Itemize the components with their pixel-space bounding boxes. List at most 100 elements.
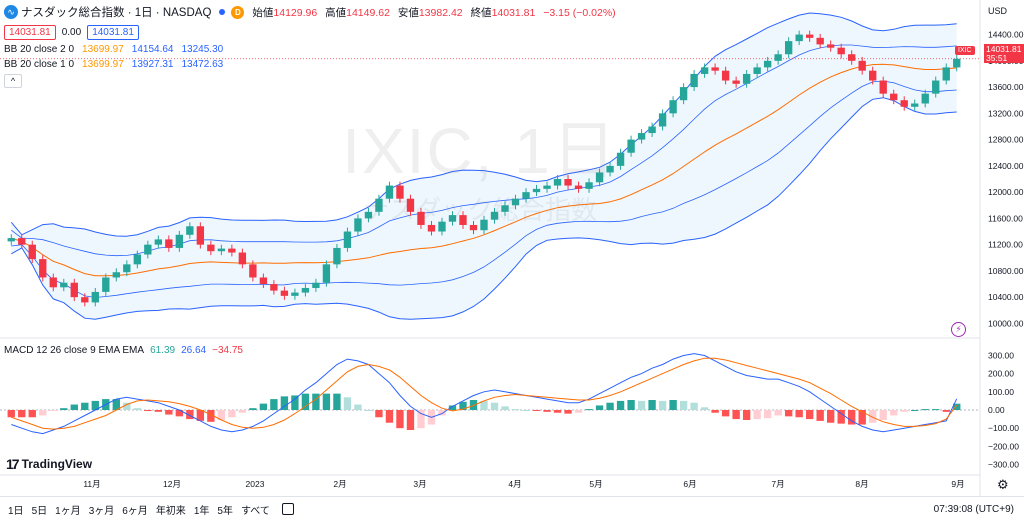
chart-header: ∿ ナスダック総合指数 · 1日 · NASDAQ D 始値14129.96 高… xyxy=(0,0,980,24)
collapse-legend-button[interactable]: ^ xyxy=(4,74,22,88)
macd-histogram-bar xyxy=(784,410,793,417)
price-axis-tick: 10800.00 xyxy=(988,266,1024,276)
macd-axis-tick: 0.00 xyxy=(988,405,1005,415)
symbol-title[interactable]: ナスダック総合指数 · 1日 · NASDAQ xyxy=(21,7,212,19)
macd-histogram-bar xyxy=(921,409,929,411)
range-button[interactable]: 3ヶ月 xyxy=(88,505,115,517)
gear-icon[interactable]: ⚙ xyxy=(997,477,1009,492)
legend-macd[interactable]: MACD 12 26 close 9 EMA EMA 61.39 26.64 −… xyxy=(4,345,243,356)
last-price-tag: 14031.81 35:51 xyxy=(984,44,1024,63)
macd-histogram-bar xyxy=(585,409,593,411)
macd-histogram-bar xyxy=(480,400,488,410)
ohlc-low: 13982.42 xyxy=(418,6,463,19)
range-button[interactable]: 6ヶ月 xyxy=(122,505,148,517)
delayed-badge[interactable]: D xyxy=(231,5,245,19)
macd-histogram-bar xyxy=(606,402,614,410)
legend-bb1[interactable]: BB 20 close 2 0 13699.97 14154.64 13245.… xyxy=(4,44,224,55)
candle-body xyxy=(322,264,331,283)
macd-histogram-bar xyxy=(522,410,530,411)
candle-body xyxy=(375,198,383,212)
candle-body xyxy=(742,73,751,84)
macd-histogram-bar xyxy=(658,400,667,410)
candle-body xyxy=(921,93,929,104)
candle-body xyxy=(932,80,940,94)
candle-body xyxy=(585,182,593,189)
macd-histogram-bar xyxy=(91,400,99,410)
candle-body xyxy=(795,34,803,42)
candle-body xyxy=(942,67,950,81)
macd-histogram-bar xyxy=(637,400,646,410)
candle-body xyxy=(333,247,341,265)
candle-body xyxy=(70,282,78,298)
candle-body xyxy=(291,292,299,296)
price-axis-tick: 12800.00 xyxy=(988,135,1024,145)
range-button[interactable]: 年初来 xyxy=(155,505,186,517)
macd-histogram-bar xyxy=(459,401,467,410)
candle-body xyxy=(280,290,289,296)
sell-price-button[interactable]: 14031.81 xyxy=(4,25,56,40)
macd-histogram-bar xyxy=(28,410,36,418)
macd-histogram-bar xyxy=(595,405,604,410)
candle-body xyxy=(753,67,761,74)
macd-histogram-bar xyxy=(900,410,908,412)
candle-body xyxy=(827,44,835,48)
time-axis-tick: 4月 xyxy=(508,479,521,489)
ohlc-readout: 始値14129.96 高値14149.62 安値13982.42 終値14031… xyxy=(252,6,616,19)
candle-body xyxy=(238,252,247,265)
macd-histogram-bar xyxy=(742,410,751,420)
bb-fill xyxy=(11,13,957,320)
currency-label[interactable]: USD xyxy=(988,6,1008,16)
candle-body xyxy=(869,70,877,81)
range-button[interactable]: 1年 xyxy=(193,505,210,517)
range-button[interactable]: 1日 xyxy=(8,505,24,517)
macd-histogram-bar xyxy=(270,399,278,410)
candle-body xyxy=(91,291,99,303)
tradingview-logo[interactable]: 17 TradingView xyxy=(6,456,93,472)
range-button[interactable]: 5日 xyxy=(31,505,48,517)
macd-histogram-bar xyxy=(249,408,257,410)
macd-histogram-bar xyxy=(816,410,824,421)
tv-logo-icon: 17 xyxy=(6,456,20,472)
macd-histogram-bar xyxy=(553,410,562,413)
candle-body xyxy=(858,60,866,71)
macd-histogram-bar xyxy=(795,410,803,418)
macd-histogram-bar xyxy=(501,406,509,410)
macd-histogram-bar xyxy=(490,402,499,410)
buy-price-button[interactable]: 14031.81 xyxy=(87,25,139,40)
macd-axis-tick: 200.00 xyxy=(988,369,1014,379)
candle-body xyxy=(879,80,887,94)
candle-body xyxy=(60,282,68,288)
clock[interactable]: 07:39:08 (UTC+9) xyxy=(933,503,1014,515)
lightning-icon[interactable]: ⚡ xyxy=(951,322,966,337)
candle-body xyxy=(259,277,268,285)
macd-axis-tick: −100.00 xyxy=(988,423,1019,433)
macd-histogram-bar xyxy=(690,402,698,410)
macd-histogram-bar xyxy=(259,403,268,410)
macd-histogram-bar xyxy=(827,410,835,423)
candle-body xyxy=(385,185,394,199)
price-axis-tick: 10400.00 xyxy=(988,292,1024,302)
macd-histogram-bar xyxy=(175,410,184,417)
candle-body xyxy=(81,297,89,303)
candle-body xyxy=(165,239,173,248)
macd-histogram-bar xyxy=(448,405,457,410)
candle-body xyxy=(154,239,163,245)
candle-body xyxy=(364,211,373,219)
candle-body xyxy=(207,244,215,252)
price-axis-tick: 12000.00 xyxy=(988,187,1024,197)
range-button[interactable]: すべて xyxy=(240,505,270,517)
macd-histogram-bar xyxy=(7,410,15,418)
macd-histogram-bar xyxy=(18,410,26,418)
calendar-icon[interactable] xyxy=(281,503,294,515)
candle-body xyxy=(39,259,47,278)
candle-body xyxy=(616,152,625,166)
candle-body xyxy=(648,126,656,134)
legend-bb2[interactable]: BB 20 close 1 0 13699.97 13927.31 13472.… xyxy=(4,59,224,70)
macd-histogram-bar xyxy=(679,400,688,410)
candle-body xyxy=(217,248,226,252)
candle-body xyxy=(469,224,478,231)
range-button[interactable]: 1ヶ月 xyxy=(55,505,81,517)
range-button[interactable]: 5年 xyxy=(217,505,233,517)
candle-body xyxy=(511,198,520,206)
